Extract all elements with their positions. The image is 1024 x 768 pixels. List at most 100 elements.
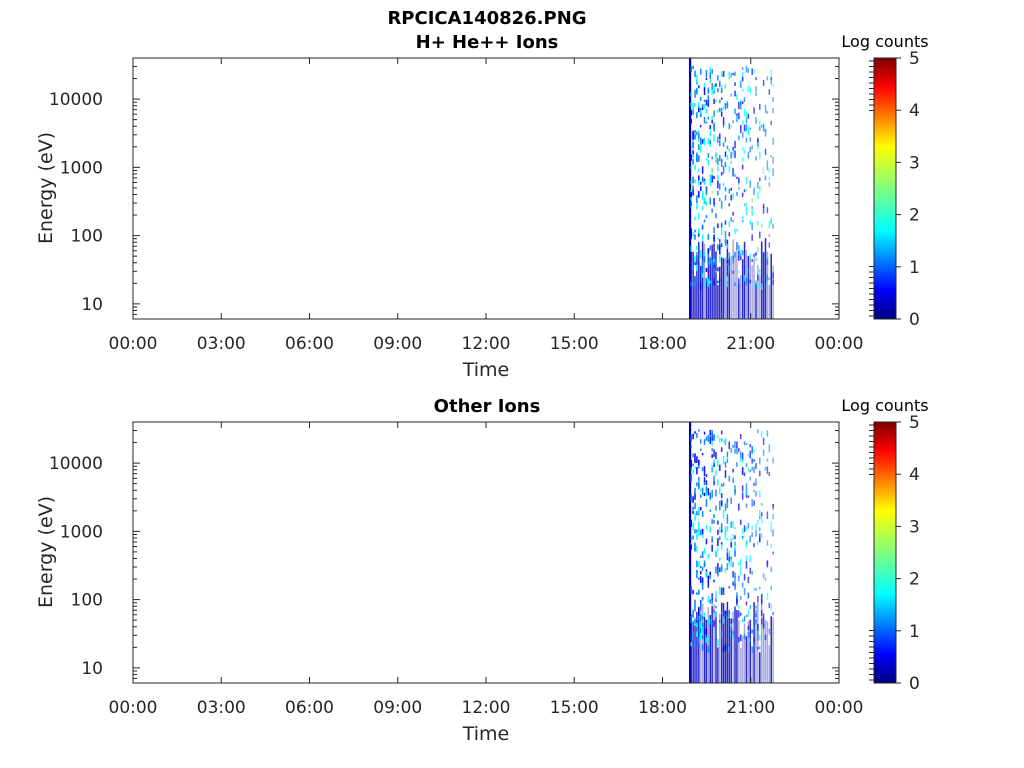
data-cell: [736, 441, 738, 449]
data-cell: [701, 511, 704, 517]
data-cell: [749, 567, 752, 574]
data-cell: [724, 194, 727, 201]
data-cell: [694, 453, 696, 461]
data-cell: [736, 242, 738, 319]
data-cell: [715, 469, 717, 476]
data-cell: [755, 463, 757, 469]
data-cell: [701, 528, 704, 535]
data-cell: [772, 617, 774, 683]
data-cell: [741, 71, 744, 80]
data-cell: [736, 462, 738, 468]
data-cell: [757, 624, 759, 631]
data-cell: [745, 110, 748, 118]
data-cell: [734, 282, 736, 287]
data-cell: [726, 244, 729, 249]
data-cell: [692, 159, 694, 165]
data-cell: [692, 189, 694, 196]
data-cell: [705, 70, 708, 78]
data-cell: [694, 548, 696, 552]
data-cell: [692, 463, 694, 466]
data-cell: [709, 571, 711, 579]
data-cell: [690, 465, 692, 470]
data-cell: [720, 438, 723, 441]
data-cell: [720, 200, 723, 209]
data-cell: [732, 256, 734, 264]
data-cell: [753, 282, 755, 287]
data-cell: [726, 155, 729, 160]
data-cell: [753, 466, 755, 474]
data-cell: [717, 647, 719, 683]
data-cell: [726, 458, 729, 463]
data-cell: [753, 69, 755, 74]
data-cell: [703, 439, 706, 445]
data-cell: [715, 627, 717, 636]
data-cell: [711, 83, 713, 90]
data-cell: [751, 646, 753, 683]
colorbar-tick-label: 1: [909, 258, 920, 278]
data-cell: [749, 146, 752, 153]
data-cell: [741, 88, 744, 92]
data-cell: [726, 514, 729, 519]
data-cell: [722, 182, 725, 187]
data-cell: [715, 83, 717, 87]
data-cell: [728, 258, 731, 319]
data-cell: [751, 211, 753, 216]
data-cell: [713, 280, 715, 286]
data-cell: [690, 232, 692, 240]
data-cell: [703, 281, 706, 286]
data-cell: [739, 566, 742, 575]
data-cell: [694, 618, 696, 625]
data-cell: [751, 209, 753, 214]
data-cell: [745, 188, 748, 192]
data-cell: [732, 120, 734, 123]
data-cell: [720, 501, 723, 506]
data-cell: [741, 485, 744, 492]
data-cell: [719, 613, 721, 683]
x-tick-label: 00:00: [815, 334, 864, 354]
data-cell: [726, 552, 729, 561]
data-cell: [715, 99, 717, 103]
data-cell: [713, 480, 715, 486]
data-cell: [760, 503, 763, 506]
data-cell: [743, 573, 746, 581]
data-cell: [768, 628, 771, 635]
panel-h-he-ions: H+ He++ Ions 00:00 03:00 06:00 09:00 12:00 15…: [35, 32, 929, 381]
data-cell: [760, 430, 763, 438]
data-cell: [692, 522, 694, 530]
data-cell: [713, 98, 715, 104]
data-cell: [749, 137, 752, 142]
data-cell: [732, 255, 734, 258]
data-cell: [734, 572, 736, 578]
data-cell: [753, 500, 755, 506]
data-cell: [738, 135, 740, 141]
data-cell: [692, 264, 694, 269]
data-cell: [734, 489, 736, 496]
data-cell: [766, 458, 769, 462]
data-cell: [753, 640, 755, 647]
data-cell: [762, 613, 765, 621]
data-cell: [739, 102, 742, 110]
data-cell: [713, 134, 715, 142]
data-cell: [770, 585, 772, 591]
data-cell: [696, 622, 698, 628]
data-cell: [768, 645, 771, 683]
data-cell: [707, 159, 710, 166]
y-tick-label: 10: [81, 295, 103, 315]
data-cell: [730, 537, 732, 543]
data-cell: [741, 67, 744, 71]
data-cell: [730, 217, 732, 222]
data-cell: [760, 594, 763, 603]
data-cell: [719, 240, 721, 249]
data-cell: [741, 146, 744, 150]
data-cell: [734, 150, 736, 158]
data-cell: [724, 438, 727, 445]
spectrogram-area: [688, 58, 774, 319]
colorbar-tick-label: 3: [909, 153, 920, 173]
data-cell: [745, 442, 748, 445]
data-cell: [694, 89, 696, 98]
data-column-onset: [688, 58, 692, 319]
data-cell: [730, 73, 732, 79]
data-cell: [711, 536, 713, 542]
data-cell: [738, 279, 740, 284]
data-cell: [720, 566, 723, 572]
